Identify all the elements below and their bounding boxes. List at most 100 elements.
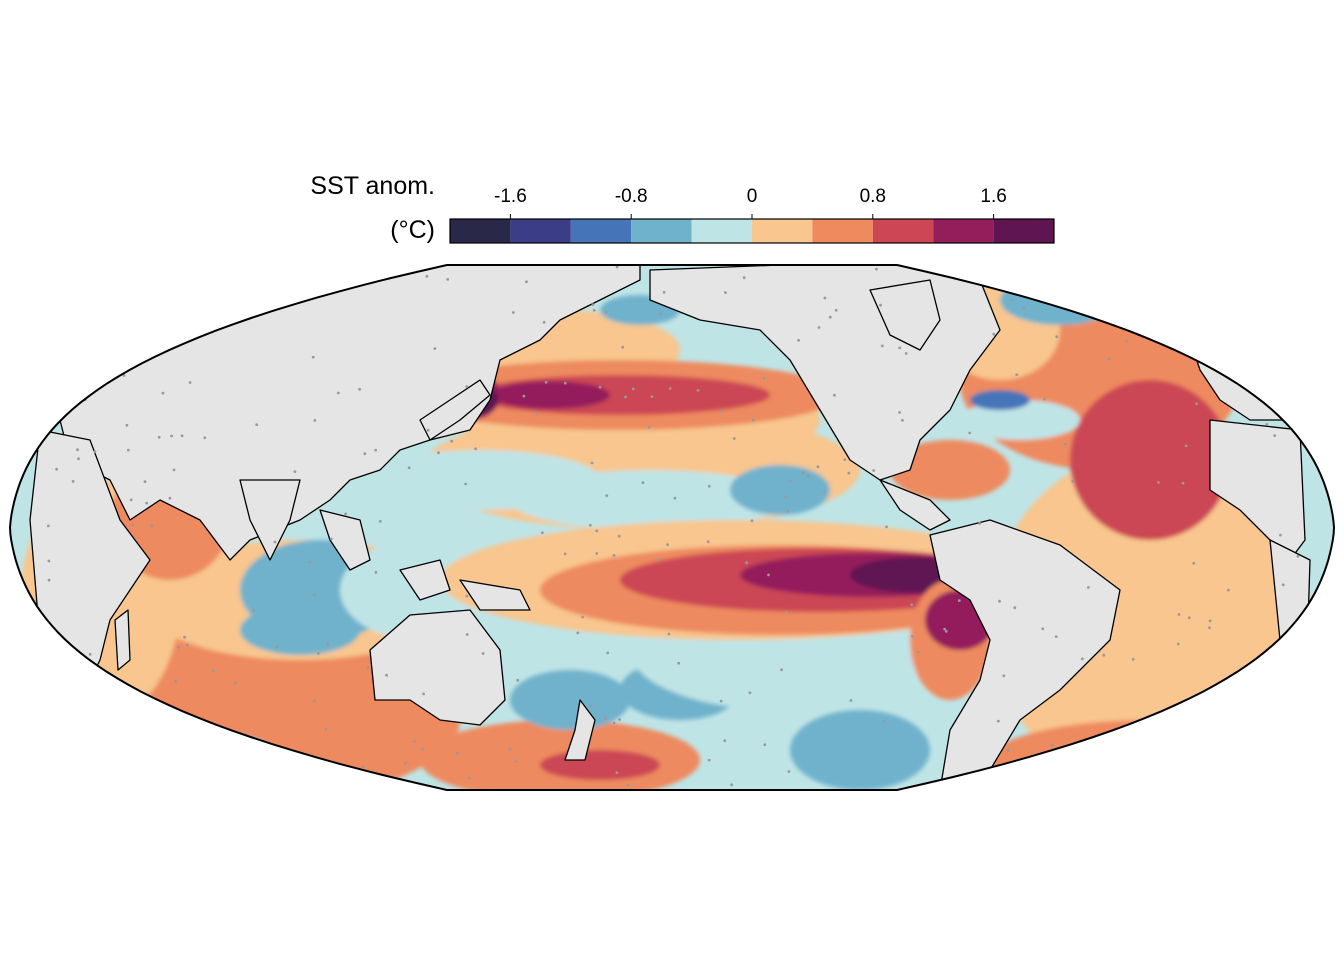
stipple-dot [255, 423, 259, 426]
legend-title: SST anom. [310, 172, 435, 200]
stipple-dot [465, 385, 469, 389]
stipple-dot [241, 289, 245, 293]
stipple-dot [170, 434, 174, 438]
stipple-dot [172, 468, 176, 472]
stipple-dot [234, 781, 238, 784]
stipple-dot [180, 434, 184, 438]
stipple-dot [293, 470, 297, 473]
stipple-dot [786, 509, 790, 513]
anomaly-patch [200, 265, 280, 300]
stipple-dot [1184, 444, 1188, 448]
colorbar-bin [631, 219, 692, 243]
stipple-dot [143, 480, 147, 483]
stipple-dot [595, 552, 599, 555]
stipple-dot [311, 355, 315, 359]
anomaly-patch [970, 390, 1030, 410]
colorbar-tick-label: 0 [746, 186, 758, 207]
stipple-dot [742, 276, 746, 280]
stipple-dot [433, 347, 437, 350]
stipple-dot [47, 559, 51, 563]
stipple-dot [604, 717, 608, 720]
stipple-dot [540, 531, 544, 535]
land-polygon [319, 509, 371, 571]
stipple-dot [422, 692, 425, 696]
stipple-dot [516, 678, 520, 682]
stipple-dot [374, 448, 377, 452]
stipple-dot [604, 310, 608, 314]
stipple-dot [707, 484, 711, 488]
stipple-dot [668, 387, 672, 390]
stipple-dot [131, 523, 135, 527]
stipple-dot [647, 425, 651, 429]
stipple-dot [666, 543, 669, 546]
stipple-dot [1287, 682, 1291, 686]
stipple-dot [706, 540, 710, 544]
stipple-dot [1176, 642, 1180, 646]
stipple-dot [801, 471, 805, 474]
stipple-dot [116, 339, 120, 342]
stipple-dot [17, 452, 21, 456]
stipple-dot [589, 703, 593, 707]
stipple-dot [849, 699, 853, 702]
stipple-dot [1208, 619, 1212, 623]
stipple-dot [882, 720, 886, 723]
stipple-dot [522, 394, 526, 398]
stipple-dot [763, 743, 767, 747]
stipple-dot [880, 344, 884, 348]
stipple-dot [750, 519, 754, 523]
stipple-dot [667, 632, 671, 636]
stipple-dot [231, 283, 235, 286]
stipple-dot [1279, 533, 1282, 537]
anomaly-patch [40, 720, 220, 770]
stipple-dot [203, 436, 207, 440]
stipple-dot [464, 482, 468, 486]
colorbar-tick-label: 0.8 [859, 186, 887, 207]
anomaly-patch [510, 470, 790, 530]
anomaly-patch [510, 670, 630, 730]
stipple-dot [1181, 481, 1185, 485]
stipple-dot [327, 761, 330, 765]
colorbar-bin [872, 219, 934, 243]
stipple-dot [316, 652, 320, 655]
stipple-dot [872, 469, 876, 472]
stipple-dot [177, 646, 180, 649]
stipple-dot [650, 395, 654, 398]
stipple-dot [941, 271, 945, 275]
stipple-dot [188, 381, 192, 384]
stipple-dot [606, 651, 610, 655]
stipple-dot [998, 599, 1001, 603]
colorbar-bin [933, 219, 994, 243]
stipple-dot [511, 311, 515, 314]
stipple-dot [19, 660, 23, 664]
stipple-dot [150, 524, 154, 527]
stipple-dot [957, 599, 961, 602]
stipple-dot [1122, 312, 1125, 316]
stipple-dot [413, 740, 416, 743]
stipple-dot [1002, 674, 1006, 678]
stipple-dot [426, 428, 430, 432]
land-polygon [399, 559, 451, 601]
anomaly-patch [1070, 380, 1230, 540]
stipple-dot [514, 760, 518, 763]
stipple-dot [732, 437, 736, 440]
stipple-dot [122, 374, 126, 377]
stipple-dot [167, 735, 171, 739]
stipple-dot [817, 326, 821, 329]
colorbar-bin [993, 219, 1054, 243]
stipple-dot [229, 265, 233, 268]
stipple-dot [762, 376, 766, 380]
stipple-dot [1208, 626, 1211, 630]
stipple-dot [1273, 434, 1277, 437]
stipple-dot [618, 718, 621, 721]
stipple-dot [1266, 265, 1270, 268]
stipple-dot [145, 501, 149, 505]
stipple-dot [26, 392, 30, 396]
stipple-dot [916, 650, 920, 654]
stipple-dot [508, 747, 512, 751]
stipple-dot [425, 274, 429, 278]
stipple-dot [421, 747, 424, 751]
stipple-dot [358, 387, 361, 391]
stipple-dot [361, 765, 365, 769]
stipple-dot [1013, 606, 1017, 610]
